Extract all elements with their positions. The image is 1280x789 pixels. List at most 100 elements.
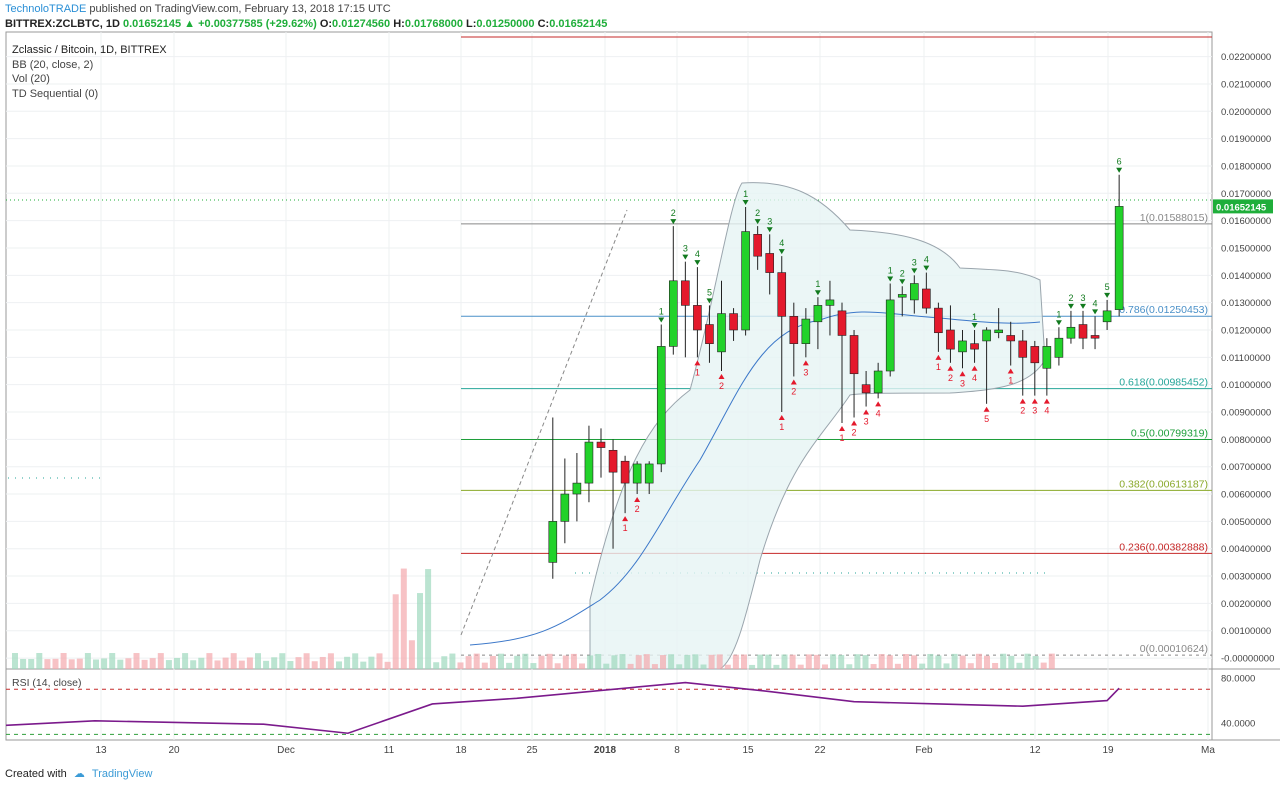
indicator-td[interactable]: TD Sequential (0) — [12, 87, 99, 100]
candle — [644, 463, 654, 484]
volume-bar — [813, 654, 820, 669]
volume-bar — [635, 655, 642, 669]
author-name[interactable]: TechnoloTRADE — [5, 3, 87, 15]
last-price-tag-label: 0.01652145 — [1216, 202, 1267, 213]
volume-bar — [643, 654, 650, 669]
y-tick-label: 0.00300000 — [1221, 572, 1271, 583]
volume-bar — [660, 655, 666, 669]
td-count-label: 1 — [779, 422, 784, 432]
td-count-label: 3 — [1032, 406, 1037, 416]
td-down-arrow-icon — [911, 268, 918, 274]
volume-bar — [182, 653, 189, 669]
td-down-arrow-icon — [923, 265, 930, 271]
volume-bar — [190, 660, 197, 669]
td-count-label: 4 — [924, 255, 929, 265]
volume-bar — [489, 655, 496, 669]
x-tick-label: 20 — [168, 745, 180, 756]
volume-bar — [943, 663, 950, 669]
candle — [813, 305, 823, 323]
volume-bar — [805, 654, 812, 669]
td-count-label: 3 — [912, 257, 917, 267]
candle — [897, 294, 907, 298]
x-tick-label: 13 — [95, 745, 107, 756]
td-count-label: 4 — [876, 408, 881, 418]
candle — [572, 482, 582, 495]
volume-bar — [757, 654, 764, 669]
candle — [777, 272, 787, 317]
td-count-label: 6 — [1117, 157, 1122, 167]
volume-bar — [360, 661, 367, 669]
td-count-label: 3 — [864, 417, 869, 427]
tradingview-brand[interactable]: TradingView — [91, 768, 153, 780]
candle — [837, 310, 847, 336]
volume-bar — [530, 663, 537, 669]
candle — [1078, 324, 1088, 339]
x-tick-label: 11 — [384, 745, 395, 756]
y-tick-label: 0.00500000 — [1221, 517, 1271, 528]
candle — [632, 463, 642, 484]
candle — [922, 288, 931, 309]
rsi-tick-label: 40.0000 — [1221, 719, 1255, 730]
volume-bar — [765, 654, 772, 669]
td-count-label: 1 — [815, 279, 820, 289]
volume-bar — [514, 655, 521, 669]
volume-bar — [149, 658, 156, 669]
volume-bar — [870, 664, 877, 669]
candle — [717, 313, 726, 353]
td-up-arrow-icon — [971, 365, 978, 371]
td-down-arrow-icon — [971, 322, 978, 328]
td-down-arrow-icon — [899, 279, 906, 285]
td-count-label: 1 — [695, 367, 700, 377]
volume-bar — [992, 662, 999, 669]
rsi-tick-label: 80.0000 — [1221, 674, 1255, 685]
volume-bar — [595, 653, 602, 669]
volume-bar — [246, 657, 253, 669]
indicator-vol[interactable]: Vol (20) — [12, 73, 50, 85]
td-down-arrow-icon — [1104, 292, 1111, 298]
td-up-arrow-icon — [947, 365, 954, 371]
y-tick-label: 0.00600000 — [1221, 490, 1271, 501]
volume-bar — [611, 655, 618, 669]
candle — [1006, 335, 1016, 342]
td-count-label: 1 — [972, 312, 977, 322]
volume-bar — [449, 653, 456, 669]
fib-level-label: 0.236(0.00382888) — [1119, 541, 1208, 553]
volume-bar — [1008, 655, 1015, 669]
td-up-arrow-icon — [718, 374, 725, 380]
last-price: 0.01652145 — [122, 18, 182, 30]
volume-bar — [425, 569, 432, 669]
x-tick-label: 18 — [455, 745, 467, 756]
tradingview-logo-icon[interactable]: ☁ — [73, 768, 85, 780]
volume-bar — [927, 653, 934, 669]
volume-bar — [894, 663, 901, 669]
volume-bar — [327, 653, 334, 669]
volume-bar — [165, 660, 172, 669]
volume-bar — [68, 659, 75, 669]
td-count-label: 2 — [755, 208, 760, 218]
td-count-label: 1 — [1056, 309, 1061, 319]
td-count-label: 4 — [972, 373, 977, 383]
volume-bar — [789, 654, 796, 669]
td-count-label: 2 — [719, 381, 724, 391]
td-down-arrow-icon — [682, 254, 689, 260]
volume-bar — [214, 660, 221, 669]
volume-bar — [570, 653, 577, 669]
x-tick-label: Feb — [915, 745, 933, 756]
volume-bar — [538, 655, 545, 669]
volume-bar — [1016, 662, 1023, 669]
candle — [1054, 337, 1064, 358]
volume-bar — [206, 653, 213, 669]
candle — [1066, 326, 1076, 339]
td-down-arrow-icon — [706, 298, 713, 304]
volume-bar — [692, 654, 699, 669]
volume-bar — [368, 656, 375, 669]
indicator-bb[interactable]: BB (20, close, 2) — [12, 58, 94, 71]
x-tick-label: 19 — [1102, 745, 1114, 756]
volume-bar — [392, 594, 399, 669]
volume-bar — [959, 655, 966, 669]
candle — [1090, 335, 1100, 339]
volume-bar — [157, 653, 164, 669]
candle — [958, 340, 967, 353]
volume-bar — [862, 655, 869, 669]
